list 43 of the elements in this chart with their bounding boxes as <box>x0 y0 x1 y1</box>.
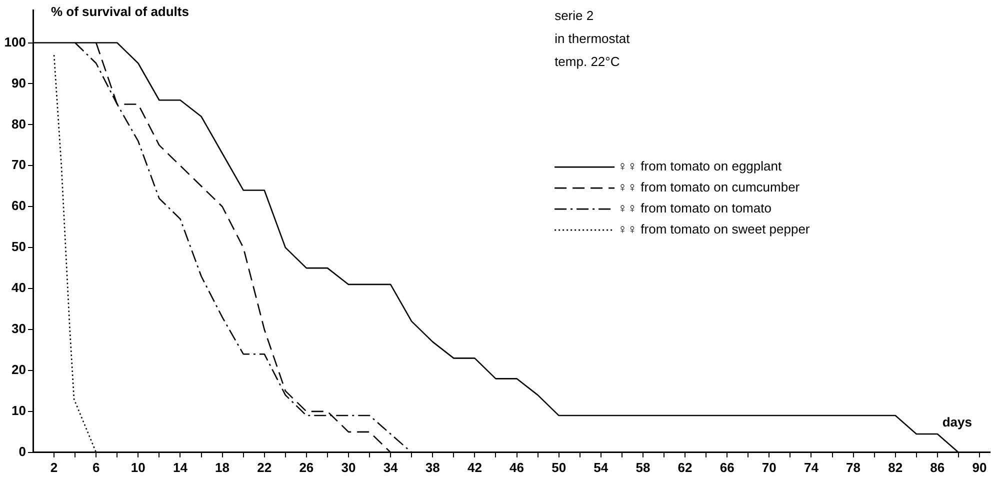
x-tick-label: 70 <box>762 460 776 475</box>
y-axis-title: % of survival of adults <box>51 4 189 20</box>
x-tick-label: 50 <box>552 460 566 475</box>
x-tick-label: 54 <box>594 460 609 475</box>
x-tick-label: 6 <box>92 460 100 475</box>
x-tick-label: 14 <box>172 460 188 475</box>
y-tick-label: 10 <box>12 403 26 418</box>
x-tick-label: 42 <box>467 460 482 475</box>
x-tick-label: 78 <box>846 460 861 475</box>
x-tick-label: 26 <box>299 460 314 475</box>
legend-label: ♀♀ from tomato on tomato <box>618 200 772 216</box>
legend-label: ♀♀ from tomato on eggplant <box>618 158 782 174</box>
y-tick-label: 30 <box>12 321 26 336</box>
x-tick-label: 82 <box>888 460 903 475</box>
x-tick-label: 66 <box>720 460 734 475</box>
x-axis-title: days <box>942 414 972 430</box>
y-tick-label: 80 <box>12 116 26 132</box>
y-tick-label: 20 <box>12 362 26 378</box>
legend-label: ♀♀ from tomato on sweet pepper <box>618 222 810 237</box>
x-tick-label: 34 <box>383 460 399 475</box>
y-tick-label: 100 <box>4 34 26 50</box>
y-tick-label: 0 <box>18 444 26 459</box>
x-tick-label: 22 <box>257 460 272 475</box>
x-tick-label: 2 <box>50 460 58 475</box>
x-tick-label: 58 <box>636 460 650 475</box>
x-tick-label: 74 <box>804 460 820 475</box>
y-tick-label: 90 <box>12 75 26 90</box>
annotation: temp. 22°C <box>554 54 620 70</box>
x-tick-label: 46 <box>510 460 524 475</box>
y-tick-label: 60 <box>12 198 26 214</box>
annotation: serie 2 <box>554 8 594 24</box>
x-tick-label: 90 <box>972 460 987 475</box>
x-tick-label: 10 <box>130 460 146 475</box>
x-tick-label: 18 <box>215 460 230 475</box>
x-tick-label: 86 <box>930 460 945 475</box>
y-tick-label: 70 <box>12 157 26 172</box>
y-tick-label: 40 <box>12 280 26 296</box>
x-tick-label: 62 <box>678 460 692 475</box>
x-tick-label: 38 <box>425 460 440 475</box>
y-tick-label: 50 <box>12 239 26 254</box>
legend-label: ♀♀ from tomato on cumcumber <box>618 180 800 195</box>
x-tick-label: 30 <box>341 460 356 475</box>
annotation: in thermostat <box>554 31 630 46</box>
